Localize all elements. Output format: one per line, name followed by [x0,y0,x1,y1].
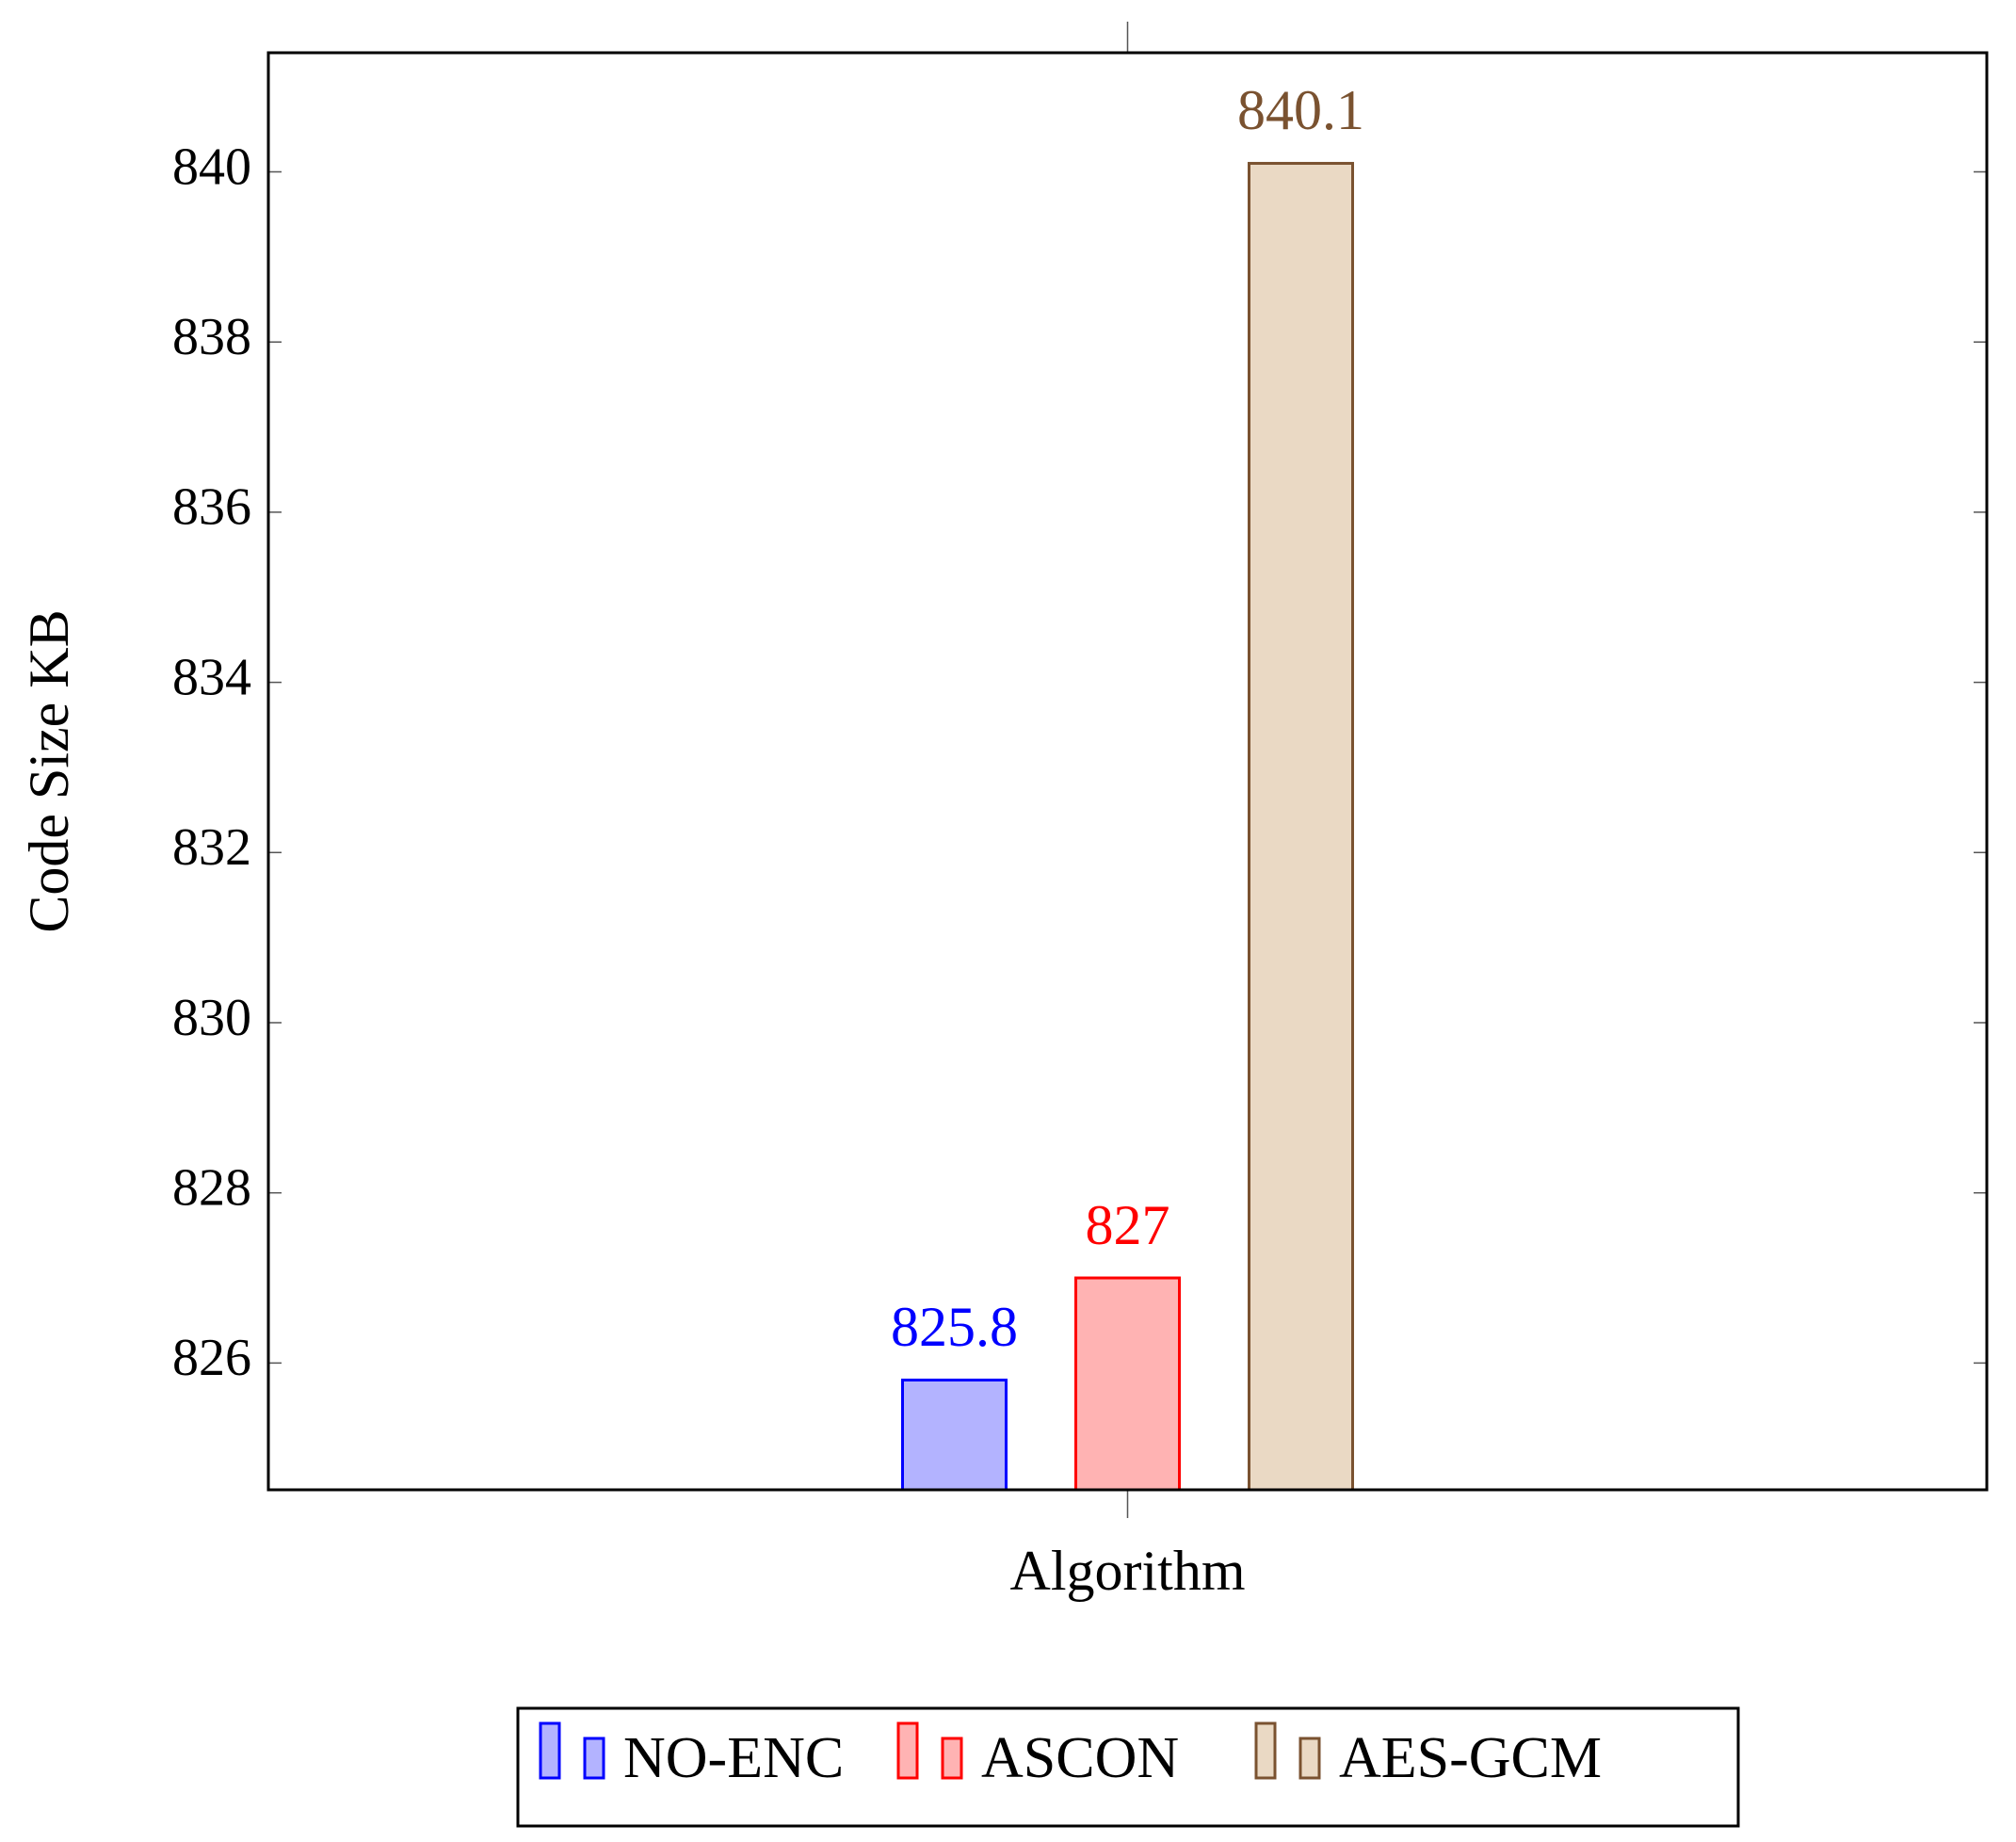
y-tick-label: 836 [172,478,251,537]
value-label: 827 [1086,1194,1170,1256]
y-tick-label: 826 [172,1329,251,1387]
value-label: 840.1 [1237,79,1364,141]
legend-swatch [941,1737,963,1780]
legend-label: ASCON [981,1726,1179,1790]
value-label: 825.8 [891,1296,1018,1358]
legend-swatch [539,1721,561,1780]
y-tick-label: 828 [172,1159,251,1218]
bar [1248,161,1354,1492]
legend-label: NO-ENC [623,1726,844,1790]
y-tick-label: 840 [172,137,251,196]
legend-swatch [1254,1721,1277,1780]
x-tick-label: Algorithm [1010,1540,1246,1602]
y-tick-label: 832 [172,818,251,877]
legend-label: AES-GCM [1339,1726,1602,1790]
legend-swatch [583,1737,605,1780]
legend-box [516,1706,1740,1828]
y-tick-label: 834 [172,648,251,706]
y-tick-label: 838 [172,308,251,366]
y-tick-label: 830 [172,989,251,1047]
bar [1074,1276,1181,1492]
legend-swatch [1298,1737,1321,1780]
bar [901,1378,1008,1492]
legend-swatch [896,1721,919,1780]
y-axis-label: Code Size KB [18,609,80,932]
plot-frame [266,51,1989,1492]
